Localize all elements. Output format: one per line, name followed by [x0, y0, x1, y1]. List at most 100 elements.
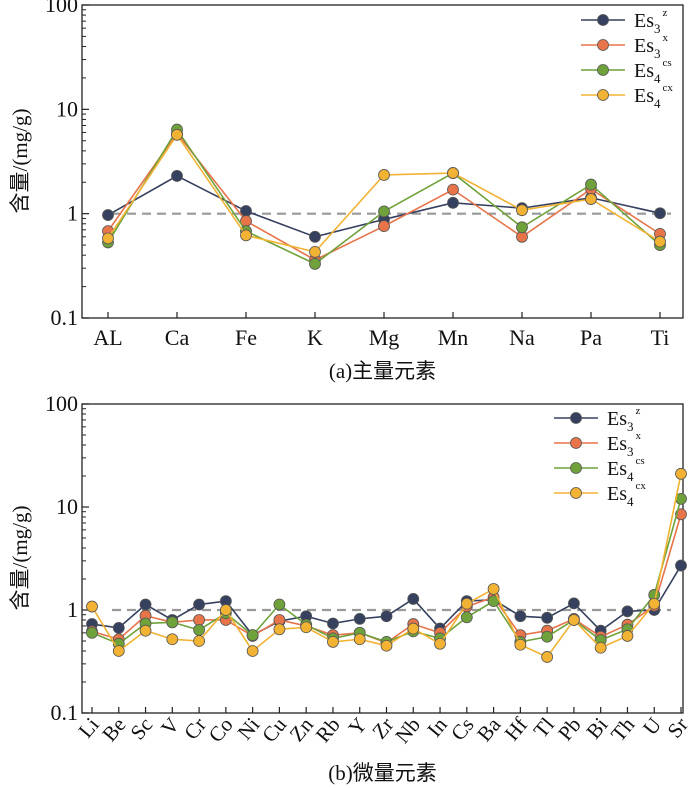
- data-point-Es4cx-Rb: [327, 636, 339, 648]
- data-point-Es3z-Ti: [654, 207, 666, 220]
- x-tick-label: Hf: [500, 713, 533, 745]
- chart-panel-a: 0.1 1 10 100 含量/(mg/g) AL Ca Fe K Mg Mn Na Pa Ti (a)主量…: [8, 0, 684, 383]
- y-tick-label: 100: [45, 0, 78, 17]
- data-point-Es4cs-Cs: [460, 611, 473, 624]
- data-point-Es3x-Mg: [378, 220, 390, 233]
- legend-marker-Es3z: [570, 412, 582, 424]
- y-tick-label: 10: [56, 96, 78, 121]
- legend-marker-Es4cs: [570, 462, 582, 474]
- data-point-Es3z-Nb: [407, 593, 420, 605]
- legend-label-Es3x: Es3x: [634, 32, 669, 61]
- data-point-Es3z-Ca: [171, 170, 183, 182]
- data-point-Es4cx-Ti: [654, 235, 666, 248]
- data-point-Es4cs-Cr: [193, 624, 205, 636]
- plot-frame: [81, 4, 684, 319]
- x-axis-label: (b)微量元素: [328, 761, 437, 785]
- legend-marker-Es3z: [597, 14, 609, 26]
- data-point-Es3z-Zr: [380, 610, 393, 623]
- data-point-Es4cx-Li: [86, 600, 98, 613]
- data-point-Es4cx-Fe: [240, 229, 252, 242]
- x-tick-label: Ca: [165, 325, 190, 350]
- data-point-Es4cx-Mn: [447, 167, 459, 179]
- x-tick-label: Mg: [369, 325, 400, 350]
- data-point-Es4cx-Cs: [460, 597, 473, 610]
- legend-label-Es4cx: Es4cx: [607, 480, 646, 509]
- data-point-Es4cx-Cu: [273, 623, 286, 636]
- data-point-Es4cs-Li: [86, 626, 98, 639]
- legend-marker-Es4cs: [597, 64, 609, 76]
- data-point-Es3z-Be: [112, 622, 125, 634]
- data-point-Es4cx-U: [648, 597, 661, 610]
- data-point-Es4cx-Zn: [300, 621, 313, 634]
- legend-label-Es3x: Es3x: [607, 430, 642, 459]
- data-point-Es4cx-Sc: [139, 624, 152, 637]
- legend-label-Es4cx: Es4cx: [634, 82, 673, 111]
- x-tick-label: Sr: [662, 713, 692, 743]
- data-point-Es3x-Mn: [447, 183, 459, 196]
- data-point-Es3z-Th: [621, 605, 634, 618]
- data-point-Es4cx-Nb: [407, 622, 420, 635]
- data-point-Es4cx-Pb: [568, 614, 580, 626]
- legend-label-Es4cs: Es4cs: [634, 57, 672, 86]
- data-point-Es4cx-Co: [219, 604, 232, 616]
- data-point-Es3z-Pb: [568, 597, 580, 610]
- legend-marker-Es3x: [570, 437, 582, 449]
- data-point-Es3z-Cr: [193, 598, 205, 611]
- data-point-Es4cx-Be: [112, 645, 125, 657]
- data-point-Es4cx-Th: [621, 630, 634, 642]
- y-tick-label: 1: [67, 597, 78, 622]
- data-point-Es4cs-K: [309, 258, 321, 270]
- data-point-Es4cs-Na: [516, 221, 528, 234]
- data-point-Es4cx-AL: [102, 232, 114, 245]
- x-axis-label: (a)主量元素: [329, 359, 436, 383]
- data-point-Es4cx-Sr: [675, 467, 687, 480]
- x-tick-label: Rb: [311, 713, 345, 747]
- x-tick-label: Ti: [651, 325, 670, 350]
- data-point-Es4cx-Na: [516, 204, 528, 217]
- series-line-Es4cs: [107, 128, 661, 265]
- y-axis-label: 含量/(mg/g): [8, 109, 32, 214]
- data-point-Es4cs-Mg: [378, 205, 390, 218]
- legend-label-Es3z: Es3z: [634, 7, 668, 36]
- x-tick-label: Mn: [438, 325, 469, 350]
- y-tick-label: 0.1: [51, 700, 79, 725]
- data-point-Es4cs-Tl: [541, 630, 554, 643]
- data-point-Es3x-Cr: [193, 614, 205, 626]
- y-tick-label: 100: [45, 391, 78, 416]
- data-point-Es3z-Mn: [447, 196, 459, 209]
- x-tick-label: Pb: [553, 713, 586, 745]
- data-point-Es4cx-Mg: [378, 169, 390, 181]
- data-point-Es4cx-Bi: [594, 641, 607, 654]
- data-point-Es3z-Tl: [541, 611, 554, 624]
- legend-marker-Es3x: [597, 39, 609, 51]
- data-point-Es4cx-Hf: [514, 638, 527, 651]
- data-point-Es3z-Y: [353, 612, 366, 625]
- data-point-Es4cs-V: [166, 616, 179, 629]
- plot-frame: [81, 403, 684, 714]
- y-axis-label: 含量/(mg/g): [8, 506, 32, 611]
- data-point-Es4cx-In: [434, 637, 446, 650]
- chart-panel-b: 0.1110100含量/(mg/g)LiBeScVCrCoNiCuZnRbYZr…: [8, 391, 693, 785]
- data-point-Es4cx-Tl: [541, 651, 554, 663]
- x-tick-label: Na: [509, 325, 535, 350]
- legend-marker-Es4cx: [597, 89, 609, 101]
- x-tick-label: Fe: [235, 325, 257, 350]
- data-point-Es4cx-Ni: [246, 645, 259, 657]
- legend-label-Es3z: Es3z: [607, 405, 641, 434]
- y-tick-label: 0.1: [51, 305, 79, 330]
- data-point-Es3z-Rb: [327, 617, 339, 630]
- y-tick-label: 1: [67, 201, 78, 226]
- x-tick-label: Nb: [390, 713, 425, 748]
- data-point-Es4cx-Pa: [585, 193, 597, 205]
- data-point-Es4cx-Cr: [193, 635, 205, 647]
- data-point-Es4cx-Zr: [380, 639, 393, 652]
- x-tick-label: Sc: [125, 713, 157, 745]
- x-tick-label: Pa: [580, 325, 602, 350]
- data-point-Es3z-Sc: [139, 598, 152, 611]
- data-point-Es3z-Hf: [514, 610, 527, 623]
- data-point-Es3z-AL: [102, 209, 114, 221]
- data-point-Es3z-Sr: [675, 559, 687, 572]
- series-line-Es4cx: [91, 473, 682, 658]
- data-point-Es4cs-Ni: [246, 629, 259, 642]
